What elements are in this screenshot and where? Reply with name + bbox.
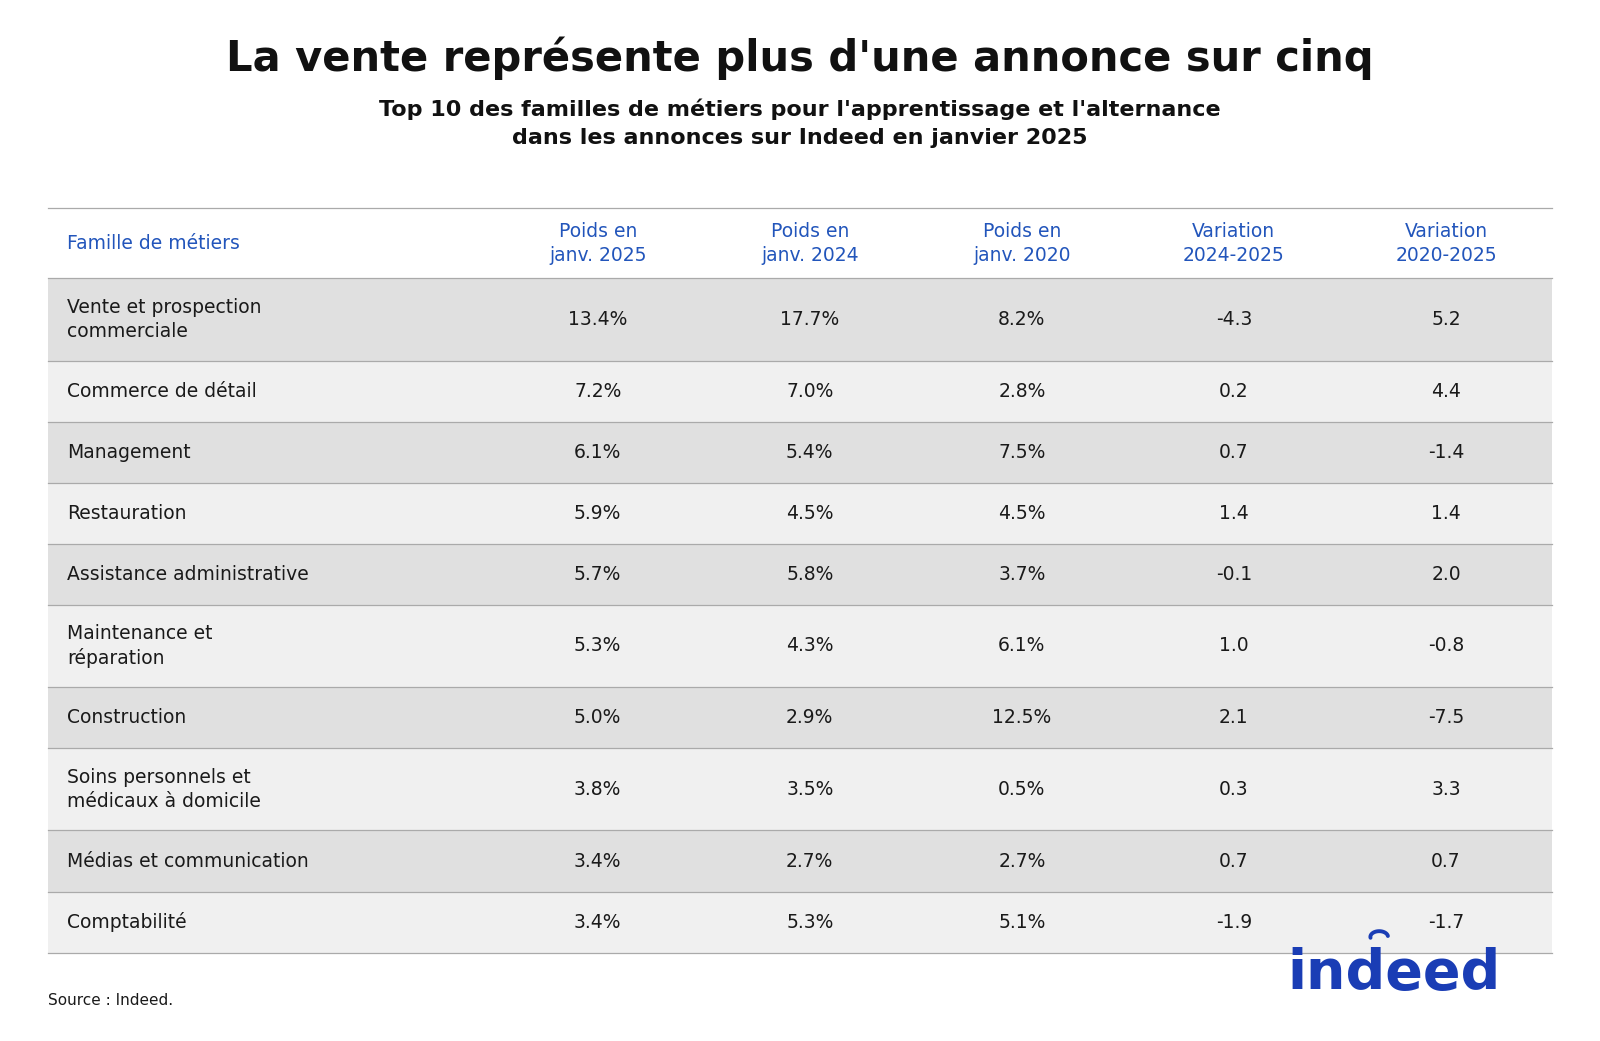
Text: -4.3: -4.3: [1216, 310, 1253, 329]
Text: Poids en
janv. 2025: Poids en janv. 2025: [549, 222, 646, 264]
Text: 1.4: 1.4: [1430, 504, 1461, 523]
Text: 2.0: 2.0: [1430, 565, 1461, 584]
Text: -1.7: -1.7: [1427, 913, 1464, 932]
Text: Médias et communication: Médias et communication: [67, 852, 309, 870]
Text: 4.3%: 4.3%: [786, 636, 834, 656]
Text: 4.4: 4.4: [1430, 382, 1461, 401]
Bar: [48, 748, 1552, 831]
Text: -7.5: -7.5: [1427, 708, 1464, 727]
Bar: [48, 891, 1552, 953]
Text: 2.7%: 2.7%: [998, 852, 1045, 870]
Text: 5.3%: 5.3%: [786, 913, 834, 932]
Text: 5.0%: 5.0%: [574, 708, 621, 727]
Text: Restauration: Restauration: [67, 504, 187, 523]
Text: 6.1%: 6.1%: [574, 442, 621, 462]
Text: Vente et prospection
commerciale: Vente et prospection commerciale: [67, 298, 262, 341]
Text: 0.3: 0.3: [1219, 780, 1248, 798]
Text: Soins personnels et
médicaux à domicile: Soins personnels et médicaux à domicile: [67, 767, 261, 811]
Text: Poids en
janv. 2020: Poids en janv. 2020: [973, 222, 1070, 264]
Bar: [48, 831, 1552, 891]
Text: 4.5%: 4.5%: [786, 504, 834, 523]
Text: Source : Indeed.: Source : Indeed.: [48, 993, 173, 1008]
Text: 2.7%: 2.7%: [786, 852, 834, 870]
Text: 3.8%: 3.8%: [574, 780, 621, 798]
Text: Management: Management: [67, 442, 190, 462]
Text: 3.4%: 3.4%: [574, 852, 621, 870]
Text: 7.2%: 7.2%: [574, 382, 621, 401]
Bar: [48, 543, 1552, 605]
Text: -1.4: -1.4: [1427, 442, 1464, 462]
Text: Top 10 des familles de métiers pour l'apprentissage et l'alternance
dans les ann: Top 10 des familles de métiers pour l'ap…: [379, 99, 1221, 149]
Text: 5.2: 5.2: [1430, 310, 1461, 329]
Text: 2.1: 2.1: [1219, 708, 1248, 727]
Text: Poids en
janv. 2024: Poids en janv. 2024: [762, 222, 859, 264]
Text: 5.1%: 5.1%: [998, 913, 1045, 932]
Text: La vente représente plus d'une annonce sur cinq: La vente représente plus d'une annonce s…: [226, 36, 1374, 80]
Text: 3.4%: 3.4%: [574, 913, 621, 932]
Text: 3.5%: 3.5%: [786, 780, 834, 798]
Text: 1.0: 1.0: [1219, 636, 1248, 656]
Text: -1.9: -1.9: [1216, 913, 1253, 932]
Text: indeed: indeed: [1288, 947, 1501, 1001]
Text: 0.7: 0.7: [1430, 852, 1461, 870]
Text: 5.3%: 5.3%: [574, 636, 621, 656]
Text: Commerce de détail: Commerce de détail: [67, 382, 258, 401]
Text: 13.4%: 13.4%: [568, 310, 627, 329]
Text: 0.7: 0.7: [1219, 442, 1248, 462]
Text: 2.9%: 2.9%: [786, 708, 834, 727]
Text: 7.5%: 7.5%: [998, 442, 1045, 462]
Text: Variation
2024-2025: Variation 2024-2025: [1182, 222, 1285, 264]
Bar: [48, 361, 1552, 422]
Bar: [48, 422, 1552, 483]
Text: 5.4%: 5.4%: [786, 442, 834, 462]
Text: 1.4: 1.4: [1219, 504, 1248, 523]
Text: 6.1%: 6.1%: [998, 636, 1045, 656]
Text: 3.7%: 3.7%: [998, 565, 1045, 584]
Text: -0.8: -0.8: [1427, 636, 1464, 656]
Bar: [48, 483, 1552, 543]
Text: 4.5%: 4.5%: [998, 504, 1045, 523]
Bar: [48, 605, 1552, 687]
Text: Famille de métiers: Famille de métiers: [67, 234, 240, 253]
Text: 17.7%: 17.7%: [781, 310, 840, 329]
Text: 3.3: 3.3: [1430, 780, 1461, 798]
Text: 0.2: 0.2: [1219, 382, 1248, 401]
Text: Maintenance et
réparation: Maintenance et réparation: [67, 624, 213, 668]
Text: 2.8%: 2.8%: [998, 382, 1045, 401]
Text: Assistance administrative: Assistance administrative: [67, 565, 309, 584]
Text: 5.7%: 5.7%: [574, 565, 621, 584]
Bar: [48, 687, 1552, 748]
Text: -0.1: -0.1: [1216, 565, 1253, 584]
Text: Variation
2020-2025: Variation 2020-2025: [1395, 222, 1496, 264]
Text: 12.5%: 12.5%: [992, 708, 1051, 727]
Text: 7.0%: 7.0%: [786, 382, 834, 401]
Text: Comptabilité: Comptabilité: [67, 912, 187, 932]
Bar: [48, 278, 1552, 361]
Text: Construction: Construction: [67, 708, 187, 727]
Text: 0.5%: 0.5%: [998, 780, 1045, 798]
Text: 5.9%: 5.9%: [574, 504, 621, 523]
Text: 8.2%: 8.2%: [998, 310, 1045, 329]
Text: 5.8%: 5.8%: [786, 565, 834, 584]
Text: 0.7: 0.7: [1219, 852, 1248, 870]
